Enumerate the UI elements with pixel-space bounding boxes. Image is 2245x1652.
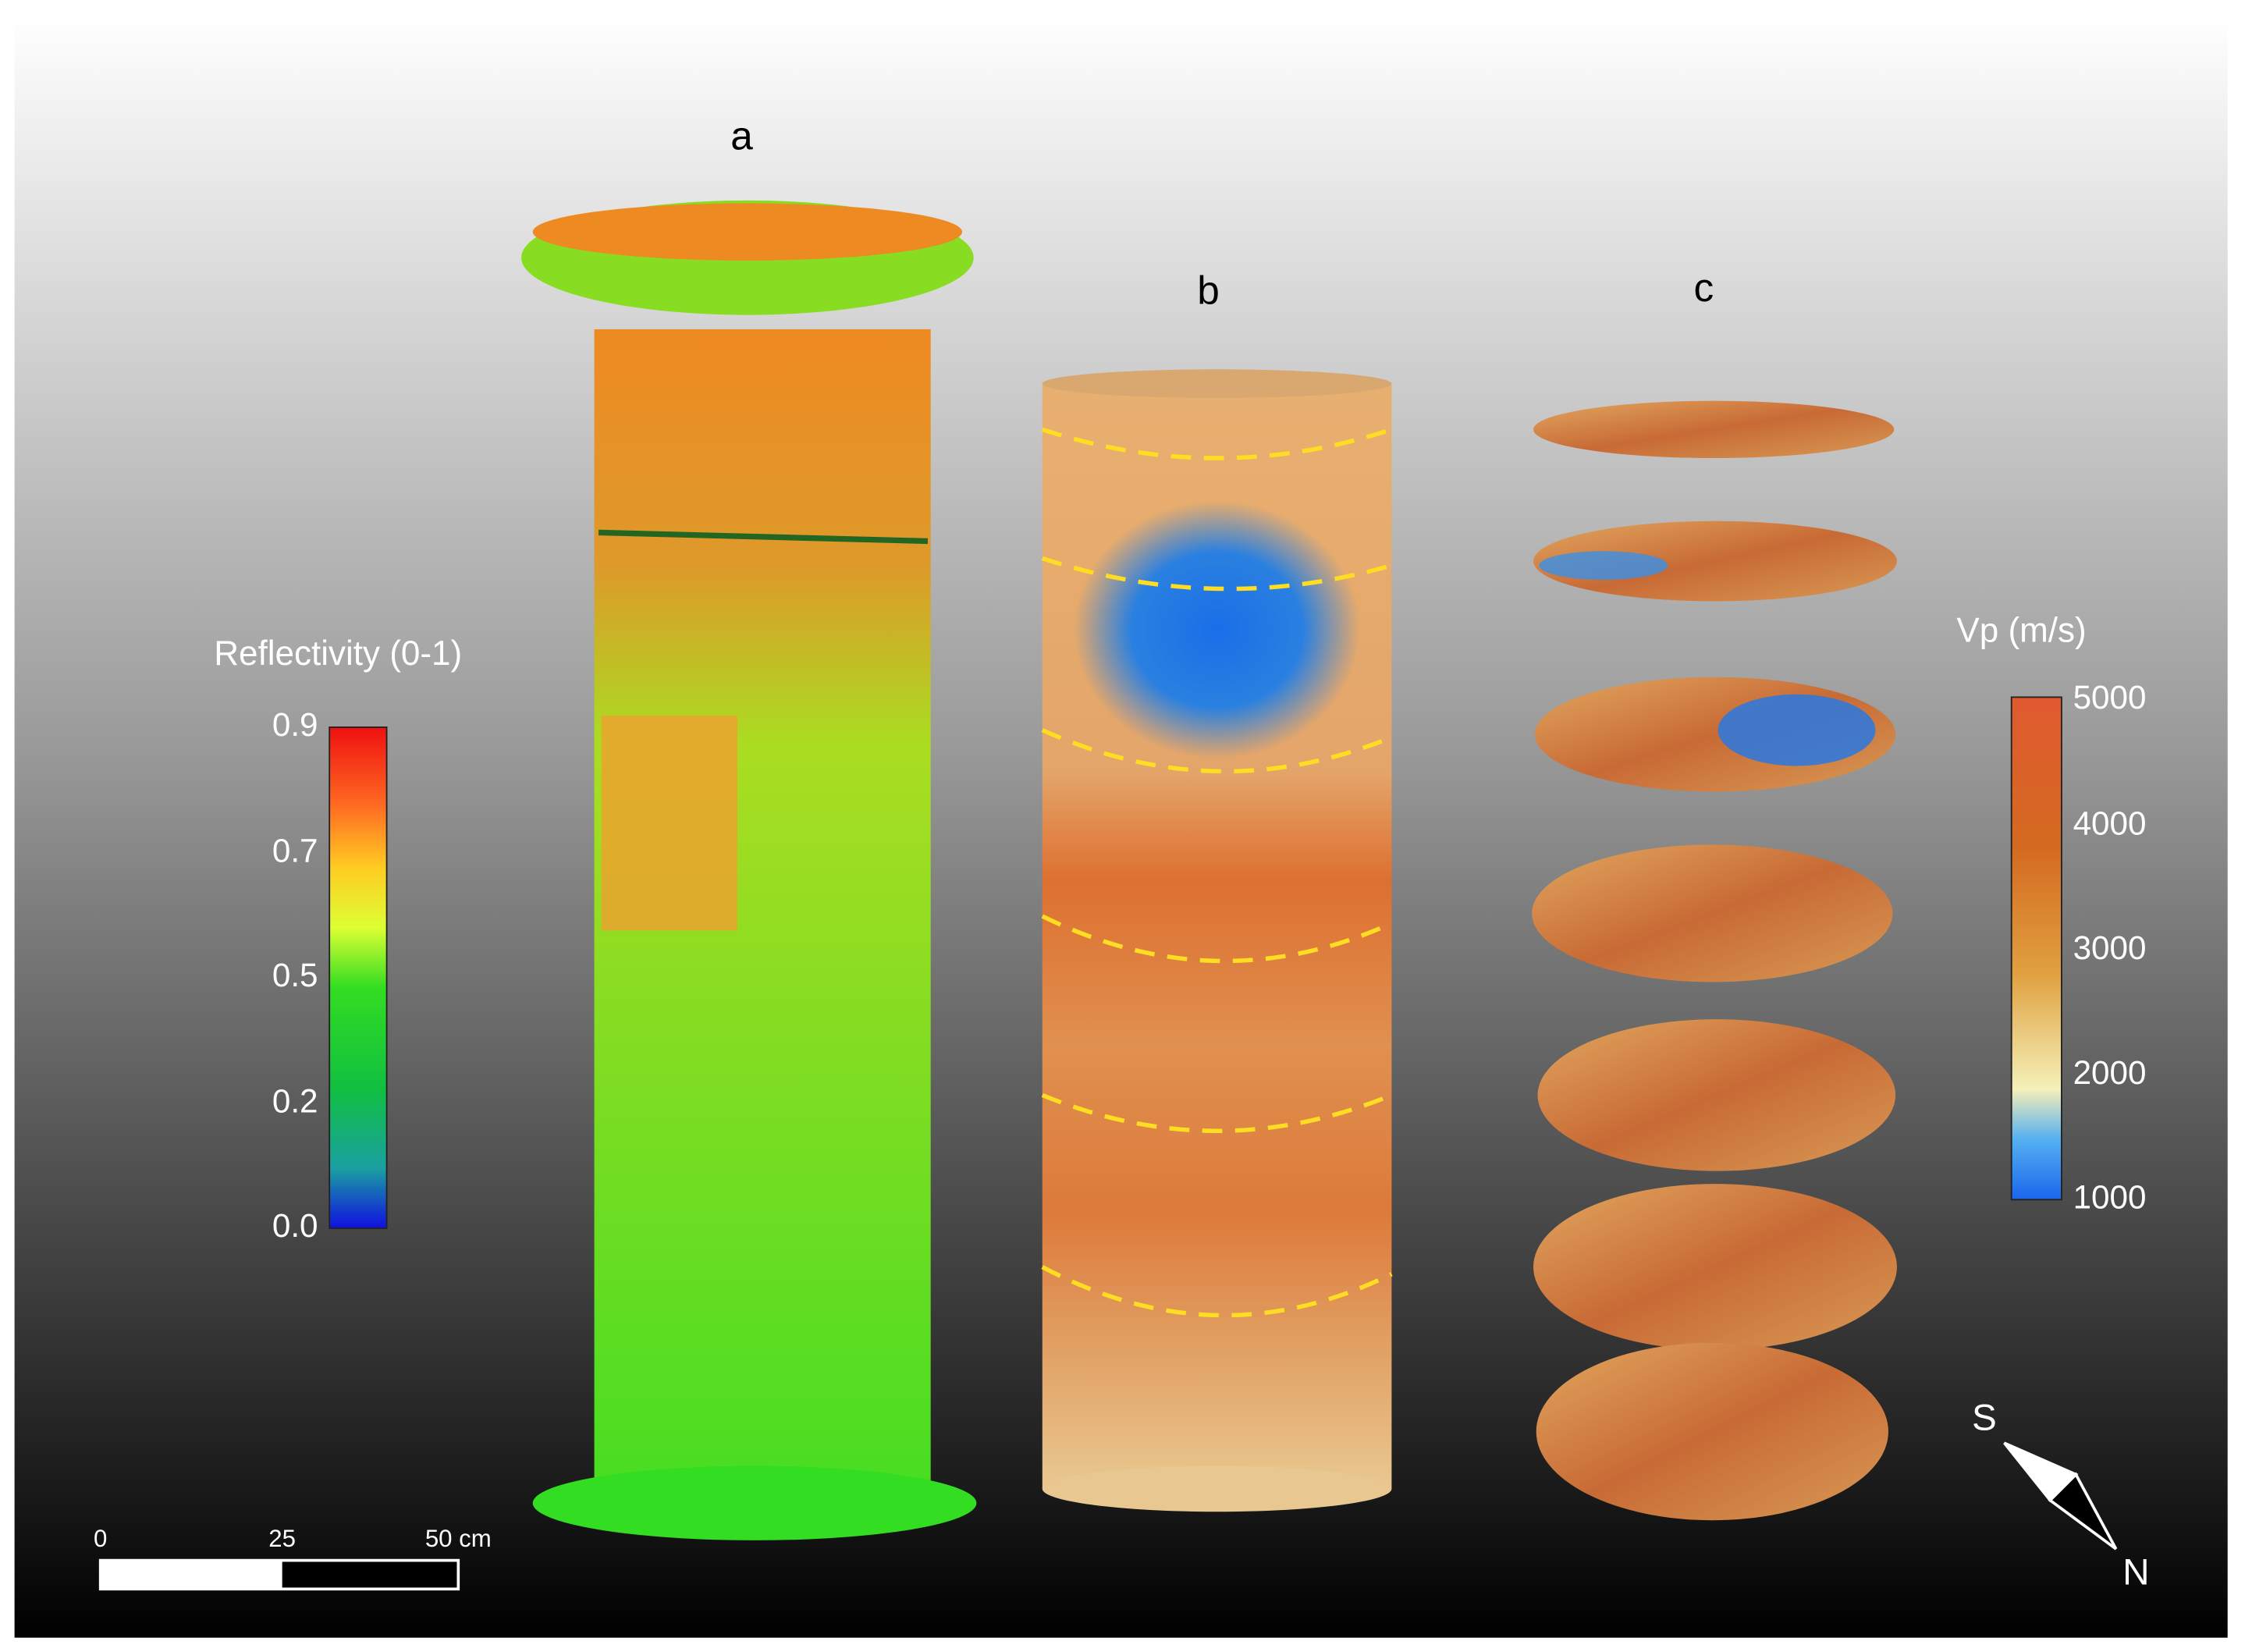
scale-label: 50 cm bbox=[425, 1525, 492, 1552]
colorbar-tick: 0.5 bbox=[272, 957, 318, 993]
colorbar bbox=[329, 727, 388, 1229]
panel-label: b bbox=[1197, 268, 1220, 313]
colorbar-tick: 1000 bbox=[2073, 1178, 2147, 1215]
colorbar bbox=[2010, 696, 2062, 1201]
colorbar-tick: 2000 bbox=[2073, 1054, 2147, 1091]
panel-label: a bbox=[730, 114, 753, 158]
colorbar-tick: 0.2 bbox=[272, 1083, 318, 1120]
scale-bar bbox=[98, 1558, 460, 1591]
compass-label: N bbox=[2122, 1552, 2149, 1593]
colorbar-tick: 5000 bbox=[2073, 679, 2147, 716]
reflectivity-column bbox=[521, 200, 977, 1540]
compass bbox=[2003, 1441, 2118, 1551]
scale-label: 25 bbox=[268, 1525, 296, 1552]
scale-label: 0 bbox=[94, 1525, 107, 1552]
velocity-slices bbox=[1532, 400, 1897, 1521]
colorbar-tick: 4000 bbox=[2073, 805, 2147, 842]
velocity-cylinder bbox=[1041, 369, 1393, 1512]
colorbar-tick: 3000 bbox=[2073, 929, 2147, 966]
colorbar-tick: 0.7 bbox=[272, 832, 318, 869]
colorbar-title: Vp (m/s) bbox=[1956, 611, 2086, 649]
panel-label: c bbox=[1693, 265, 1714, 310]
colorbar-tick: 0.9 bbox=[272, 706, 318, 743]
compass-label: S bbox=[1972, 1397, 1997, 1438]
colorbar-title: Reflectivity (0-1) bbox=[214, 634, 462, 673]
colorbar-tick: 0.0 bbox=[272, 1207, 318, 1244]
